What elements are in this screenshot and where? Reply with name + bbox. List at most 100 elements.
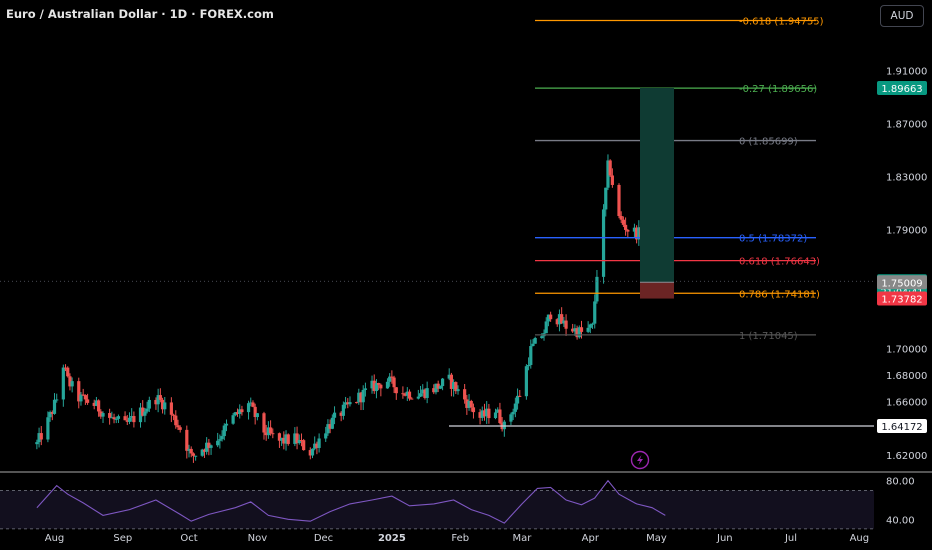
candle-body (354, 402, 359, 404)
y-tick-label: 1.91000 (886, 66, 927, 77)
candle-body (361, 389, 365, 403)
candle-body (621, 219, 625, 225)
price-candles (35, 154, 667, 463)
candle-body (328, 424, 332, 429)
candle-body (108, 413, 112, 418)
candle-body (606, 160, 610, 188)
price-badge-text: 1.75009 (881, 278, 922, 289)
candle-body (394, 387, 398, 394)
candle-body (529, 346, 533, 365)
candle-body (52, 399, 57, 414)
lightning-icon-bolt (637, 455, 643, 465)
chart-title: Euro / Australian Dollar · 1D · FOREX.co… (6, 7, 274, 21)
candle-body (35, 442, 39, 445)
candle-body (493, 412, 498, 419)
candle-body (359, 392, 363, 403)
candle-body (262, 413, 266, 433)
candle-body (79, 394, 83, 402)
candle-body (524, 366, 528, 397)
lightning-icon[interactable] (630, 450, 650, 470)
candle-body (624, 224, 628, 230)
candle-body (99, 411, 103, 417)
candle-body (233, 412, 237, 416)
axes: 1.91000 1.87000 1.83000 1.79000 1.70000 1.680… (0, 66, 932, 544)
candle-body (251, 402, 255, 407)
candle-body (302, 440, 306, 451)
candle-body (579, 327, 584, 332)
candle-body (608, 160, 612, 176)
rsi-pane: 80.00 40.00 (0, 477, 915, 530)
candle-body (403, 393, 407, 396)
candle-body (447, 374, 451, 379)
candle-body (295, 433, 299, 444)
fib-level-label: 0.618 (1.76643) (739, 257, 820, 268)
y-tick-label: 1.87000 (886, 119, 927, 130)
x-tick-label: Jun (716, 533, 733, 544)
candle-body (81, 394, 85, 396)
candle-body (249, 402, 253, 404)
fib-levels: -0.618 (1.94755) -0.27 (1.89656) 0 (1.8569… (0, 16, 874, 427)
candle-body (610, 175, 614, 185)
candle-body (127, 417, 132, 422)
candle-body (637, 227, 641, 240)
candle-body (48, 412, 52, 418)
candle-body (357, 392, 361, 403)
candle-body (425, 388, 429, 398)
candle-body (238, 409, 242, 414)
candle-body (348, 402, 352, 405)
candle-body (372, 380, 376, 392)
y-tick-label: 1.62000 (886, 451, 927, 462)
candle-body (235, 412, 240, 414)
candle-body (595, 276, 599, 302)
candle-body (449, 374, 454, 389)
candle-body (231, 415, 235, 424)
candle-body (310, 448, 315, 456)
candle-body (125, 420, 129, 422)
candle-body (97, 400, 101, 412)
price-badge-text: 1.89663 (881, 84, 922, 95)
candle-body (635, 227, 639, 240)
candle-body (330, 417, 334, 429)
lightning-icon-ring (630, 450, 650, 470)
candle-body (511, 411, 515, 415)
x-tick-label: Feb (451, 533, 469, 544)
candle-body (341, 404, 345, 416)
candle-body (169, 402, 173, 415)
candle-body (498, 409, 502, 424)
candle-body (77, 381, 81, 402)
candle-body (379, 384, 383, 389)
candle-body (440, 378, 445, 387)
candle-body (123, 416, 127, 421)
candle-body (178, 427, 182, 430)
candle-body (85, 399, 90, 403)
x-tick-label: Sep (113, 533, 132, 544)
x-tick-label: Dec (314, 533, 333, 544)
x-tick-label: Nov (248, 533, 268, 544)
candle-body (586, 327, 590, 332)
candle-body (280, 437, 284, 441)
fib-level-label: -0.27 (1.89656) (739, 84, 817, 95)
price-badge-text: 1.64172 (881, 422, 922, 433)
candle-body (224, 423, 229, 426)
position-tool (630, 87, 674, 470)
candle-body (562, 320, 566, 324)
candle-body (421, 389, 425, 394)
candle-body (533, 337, 537, 344)
candle-body (471, 407, 476, 413)
candle-body (205, 442, 209, 452)
stop-zone[interactable] (640, 282, 674, 299)
candle-body (454, 382, 458, 392)
candle-body (509, 414, 513, 422)
rsi-tick-label: 40.00 (886, 515, 915, 526)
currency-button[interactable]: AUD (880, 5, 924, 27)
candle-body (185, 429, 189, 451)
target-zone[interactable] (640, 87, 674, 283)
candle-body (339, 412, 343, 416)
x-tick-label: Jul (784, 533, 797, 544)
price-badge (877, 291, 927, 306)
candle-body (478, 412, 482, 418)
candle-body (255, 413, 259, 418)
candle-body (564, 320, 568, 329)
candle-body (410, 398, 414, 400)
